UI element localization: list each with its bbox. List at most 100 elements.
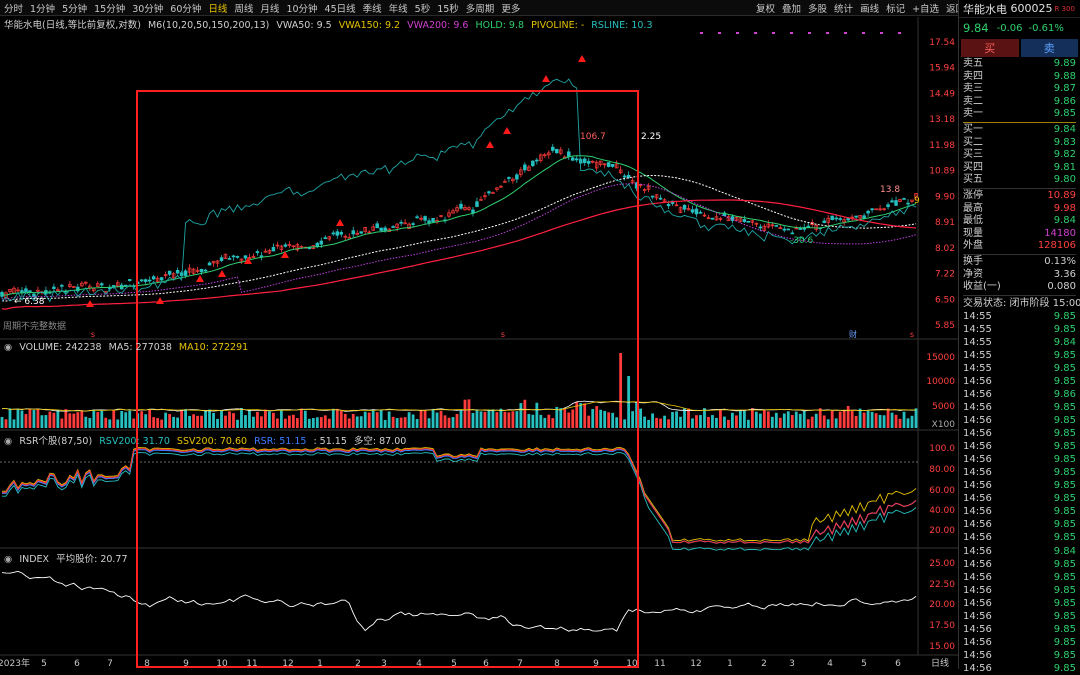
candle-body <box>882 208 886 211</box>
timeframe-0[interactable]: 分时 <box>4 3 24 15</box>
timeframe-4[interactable]: 30分钟 <box>132 3 164 15</box>
volume-bar <box>778 417 782 428</box>
toolbar-action-0[interactable]: 复权 <box>756 4 776 15</box>
chart-area[interactable]: 17.54 15.94 14.49 13.18 11.98 10.89 9.90 8.91 8.… <box>0 17 958 669</box>
signal-triangle-icon <box>578 55 586 62</box>
candle-body <box>0 291 4 297</box>
volume-bar <box>287 415 291 428</box>
candle-body <box>870 208 874 211</box>
volume-bar <box>0 416 4 428</box>
timeframe-10[interactable]: 45日线 <box>324 3 356 15</box>
candle-body <box>547 152 551 156</box>
tick-row: 14:56 9.85 <box>959 440 1080 453</box>
tick-list[interactable]: 14:55 9.85 14:55 9.85 14:55 9.84 14:55 9.85 14:5… <box>959 310 1080 675</box>
x-tick-label: 6 <box>895 659 901 669</box>
timeframe-16[interactable]: 更多 <box>501 3 521 15</box>
volume-bar <box>483 411 487 428</box>
top-dot-marker <box>772 32 775 34</box>
quote-row: 买二 9.83 <box>963 137 1076 150</box>
candle-body <box>447 212 451 217</box>
legend-rsr: RSR: 51.15 <box>254 436 307 447</box>
quote-row: 卖三 9.87 <box>963 83 1076 96</box>
volume-bar <box>208 409 211 428</box>
toolbar-action-4[interactable]: 画线 <box>860 4 880 15</box>
chart-canvas[interactable]: 17.54 15.94 14.49 13.18 11.98 10.89 9.90 8.91 8.… <box>0 17 958 669</box>
toolbar-action-7[interactable]: 返回 <box>946 4 966 15</box>
volume-bar <box>742 410 746 428</box>
timeframe-12[interactable]: 年线 <box>388 3 408 15</box>
timeframe-15[interactable]: 多周期 <box>465 3 495 15</box>
volume-bar <box>88 418 92 428</box>
toolbar-action-1[interactable]: 叠加 <box>782 4 802 15</box>
timeframe-13[interactable]: 5秒 <box>414 3 431 15</box>
timeframe-14[interactable]: 15秒 <box>437 3 459 15</box>
candle-body <box>766 223 771 228</box>
top-dot-marker <box>718 32 721 34</box>
volume-bar <box>543 417 547 428</box>
candle-body <box>187 267 192 273</box>
quote-price-row: 9.84 -0.06 -0.61% <box>959 18 1080 38</box>
volume-bar <box>583 403 587 428</box>
timeframe-2[interactable]: 5分钟 <box>62 3 88 15</box>
panel-toggle-icon[interactable]: ◉ <box>4 554 13 565</box>
quote-label: 卖二 <box>963 95 983 107</box>
price-tick-label: 15.94 <box>929 64 955 74</box>
timeframe-9[interactable]: 10分钟 <box>286 3 318 15</box>
index-legend: ◉ INDEX 平均股价: 20.77 <box>4 551 132 565</box>
timeframe-8[interactable]: 月线 <box>260 3 280 15</box>
candle-body <box>762 225 767 231</box>
timeframe-6[interactable]: 日线 <box>208 3 228 15</box>
top-dot-marker <box>754 32 757 34</box>
volume-bar <box>463 399 467 428</box>
tick-time: 14:56 <box>963 584 992 596</box>
tick-row: 14:56 9.85 <box>959 531 1080 544</box>
volume-bar <box>212 412 215 428</box>
volume-bar <box>359 416 363 428</box>
volume-bar <box>307 418 311 428</box>
volume-bar <box>567 412 571 428</box>
volume-bar <box>615 417 619 428</box>
timeframe-7[interactable]: 周线 <box>234 3 254 15</box>
x-tick-label: 12 <box>282 659 293 669</box>
candle-body <box>323 237 328 240</box>
candle-body <box>890 200 894 203</box>
candle-body <box>423 216 427 221</box>
candle-body <box>471 209 475 214</box>
timeframe-1[interactable]: 1分钟 <box>30 3 56 15</box>
panel-toggle-icon[interactable]: ◉ <box>4 436 13 447</box>
candle-body <box>283 244 288 247</box>
volume-bar <box>639 408 643 428</box>
top-dot-marker <box>898 32 901 34</box>
quote-row: 卖五 9.89 <box>963 58 1076 71</box>
toolbar-action-3[interactable]: 统计 <box>834 4 854 15</box>
volume-bar <box>264 409 267 428</box>
ssv200-line <box>2 447 917 542</box>
toolbar-action-2[interactable]: 多股 <box>808 4 828 15</box>
candle-body <box>347 236 351 239</box>
x-tick-label: 4 <box>827 659 833 669</box>
volume-bar <box>371 410 375 428</box>
x-tick-label: 9 <box>183 659 189 669</box>
timeframe-3[interactable]: 15分钟 <box>94 3 126 15</box>
candle-body <box>96 283 100 287</box>
volume-bar <box>491 409 495 428</box>
buy-button[interactable]: 买 <box>961 39 1019 57</box>
timeframe-11[interactable]: 季线 <box>362 3 382 15</box>
candle-body <box>195 269 200 272</box>
volume-bar <box>826 419 830 428</box>
volume-bar <box>459 409 463 428</box>
volume-bar <box>375 412 379 428</box>
toolbar-action-5[interactable]: 标记 <box>886 4 906 15</box>
volume-bar <box>52 412 56 428</box>
sell-button[interactable]: 卖 <box>1020 39 1078 57</box>
price-tick-label: 9.90 <box>935 192 955 202</box>
signal-triangle-icon <box>196 275 204 282</box>
top-dot-marker <box>736 32 739 34</box>
candle-body <box>315 242 320 247</box>
volume-bar <box>451 417 455 428</box>
panel-toggle-icon[interactable]: ◉ <box>4 342 13 353</box>
x-tick-label: 3 <box>381 659 387 669</box>
toolbar-action-6[interactable]: +自选 <box>912 4 940 15</box>
quote-value: 9.84 <box>1053 123 1076 135</box>
timeframe-5[interactable]: 60分钟 <box>170 3 202 15</box>
